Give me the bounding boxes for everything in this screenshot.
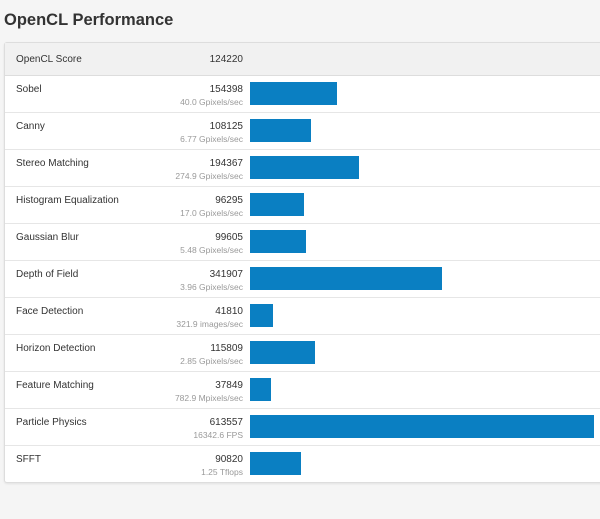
benchmark-score: 37849 bbox=[215, 380, 243, 391]
benchmark-score: 154398 bbox=[209, 84, 243, 95]
benchmark-detail: 17.0 Gpixels/sec bbox=[180, 208, 243, 218]
benchmark-name: Depth of Field bbox=[16, 269, 79, 280]
score-label: OpenCL Score bbox=[16, 54, 82, 65]
benchmark-name: Sobel bbox=[16, 84, 42, 95]
opencl-score-row: OpenCL Score 124220 bbox=[5, 43, 600, 76]
score-bar bbox=[250, 415, 594, 438]
score-value: 124220 bbox=[209, 54, 243, 65]
score-bar bbox=[250, 304, 273, 327]
score-bar bbox=[250, 378, 271, 401]
benchmark-detail: 2.85 Gpixels/sec bbox=[180, 356, 243, 366]
benchmark-score: 341907 bbox=[209, 269, 243, 280]
benchmark-name: Face Detection bbox=[16, 306, 84, 317]
benchmark-name: Particle Physics bbox=[16, 417, 87, 428]
score-bar bbox=[250, 193, 304, 216]
benchmark-name: SFFT bbox=[16, 454, 41, 465]
benchmark-detail: 782.9 Mpixels/sec bbox=[174, 393, 243, 403]
benchmark-detail: 274.9 Gpixels/sec bbox=[175, 171, 243, 181]
benchmark-name: Stereo Matching bbox=[16, 158, 89, 169]
benchmark-detail: 1.25 Tflops bbox=[201, 467, 243, 477]
benchmark-name: Feature Matching bbox=[16, 380, 94, 391]
score-bar bbox=[250, 82, 337, 105]
benchmark-score: 194367 bbox=[209, 158, 243, 169]
page-title: OpenCL Performance bbox=[4, 11, 174, 29]
benchmark-row: Horizon Detection 115809 2.85 Gpixels/sec bbox=[5, 335, 600, 372]
benchmark-score: 115809 bbox=[210, 343, 243, 354]
score-bar bbox=[250, 156, 359, 179]
benchmark-name: Horizon Detection bbox=[16, 343, 96, 354]
score-bar bbox=[250, 452, 301, 475]
score-bar bbox=[250, 230, 306, 253]
benchmark-row: Canny 108125 6.77 Gpixels/sec bbox=[5, 113, 600, 150]
benchmark-name: Histogram Equalization bbox=[16, 195, 119, 206]
benchmark-row: Histogram Equalization 96295 17.0 Gpixels/… bbox=[5, 187, 600, 224]
benchmark-detail: 5.48 Gpixels/sec bbox=[180, 245, 243, 255]
benchmark-detail: 40.0 Gpixels/sec bbox=[180, 97, 243, 107]
benchmark-name: Gaussian Blur bbox=[16, 232, 79, 243]
benchmark-row: Face Detection 41810 321.9 images/sec bbox=[5, 298, 600, 335]
benchmark-score: 90820 bbox=[215, 454, 243, 465]
benchmark-row: Feature Matching 37849 782.9 Mpixels/sec bbox=[5, 372, 600, 409]
benchmark-score: 613557 bbox=[209, 417, 243, 428]
score-bar bbox=[250, 267, 442, 290]
benchmark-score: 99605 bbox=[215, 232, 243, 243]
benchmark-name: Canny bbox=[16, 121, 45, 132]
score-bar bbox=[250, 119, 311, 142]
benchmark-row: Sobel 154398 40.0 Gpixels/sec bbox=[5, 76, 600, 113]
benchmark-row: Stereo Matching 194367 274.9 Gpixels/sec bbox=[5, 150, 600, 187]
benchmark-detail: 16342.6 FPS bbox=[193, 430, 243, 440]
score-bar bbox=[250, 341, 315, 364]
benchmark-score: 96295 bbox=[215, 195, 243, 206]
benchmark-row: Particle Physics 613557 16342.6 FPS bbox=[5, 409, 600, 446]
benchmark-score: 41810 bbox=[215, 306, 243, 317]
benchmark-detail: 6.77 Gpixels/sec bbox=[180, 134, 243, 144]
benchmark-row: Gaussian Blur 99605 5.48 Gpixels/sec bbox=[5, 224, 600, 261]
benchmark-row: Depth of Field 341907 3.96 Gpixels/sec bbox=[5, 261, 600, 298]
benchmark-row: SFFT 90820 1.25 Tflops bbox=[5, 446, 600, 482]
benchmark-score: 108125 bbox=[209, 121, 243, 132]
benchmark-detail: 321.9 images/sec bbox=[176, 319, 243, 329]
results-table: OpenCL Score 124220 Sobel 154398 40.0 Gpix… bbox=[4, 42, 600, 483]
benchmark-detail: 3.96 Gpixels/sec bbox=[180, 282, 243, 292]
